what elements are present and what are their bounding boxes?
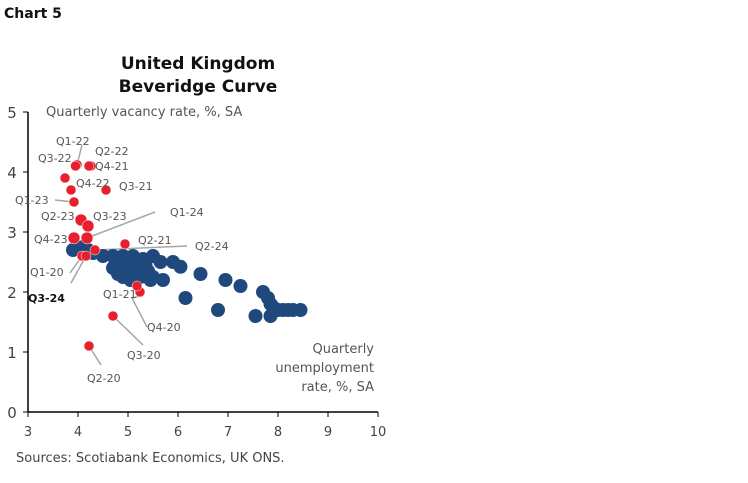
leader-line [86,211,156,239]
quarter-point-q1-23 [68,196,80,208]
history-point [153,255,168,269]
quarter-point-q2-20 [83,340,95,352]
quarter-point-q3-21 [100,184,112,196]
history-point [263,309,278,323]
y-tick-label: 1 [7,344,17,362]
x-tick-label: 4 [74,425,82,440]
label-q3-20: Q3-20 [127,349,161,362]
x-tick-label: 10 [370,425,387,440]
leader-line [112,315,144,346]
history-point [211,303,225,317]
label-q4-23: Q4-23 [34,233,68,246]
y-tick-label: 4 [7,164,17,182]
chart-title-line2: Beveridge Curve [119,77,278,97]
leader-line [94,245,188,251]
label-q1-21: Q1-21 [103,288,137,301]
history-point [233,279,248,293]
quarter-point-q3-24 [80,250,92,262]
label-q3-21: Q3-21 [119,180,153,193]
history-point [108,255,123,269]
history-point [293,303,308,317]
quarter-point-q1-21 [131,280,143,292]
history-point [248,309,263,323]
quarter-point-unlabeled [59,172,71,184]
x-tick-label: 7 [224,425,232,440]
label-q2-22: Q2-22 [95,145,129,158]
history-point [143,273,158,287]
y-tick-label: 3 [7,224,17,242]
x-tick-label: 9 [324,425,332,440]
history-point [178,291,193,305]
label-q2-20: Q2-20 [87,372,121,385]
history-point [173,259,188,274]
y-tick-label: 0 [7,404,17,422]
label-q1-22: Q1-22 [56,135,90,148]
x-axis-label-line1: Quarterly [312,342,374,357]
label-q1-20: Q1-20 [30,266,64,279]
quarter-point-q3-20 [107,310,119,322]
label-q3-24: Q3-24 [28,292,65,305]
quarter-point-q1-24 [80,231,94,245]
label-q4-21: Q4-21 [95,160,129,173]
label-q3-23: Q3-23 [93,210,127,223]
label-q4-20: Q4-20 [147,321,181,334]
label-q2-21: Q2-21 [138,234,172,247]
label-q4-22: Q4-22 [76,177,110,190]
sources-note: Sources: Scotiabank Economics, UK ONS. [16,451,285,466]
chart-number: Chart 5 [4,6,62,22]
y-axis-label: Quarterly vacancy rate, %, SA [46,105,242,120]
history-point [138,258,153,272]
quarter-point-q2-21 [119,238,131,250]
x-tick-label: 5 [124,425,132,440]
chart-title-line1: United Kingdom [121,54,275,74]
quarter-point-q4-22 [65,184,77,196]
x-axis-label-line3: rate, %, SA [301,380,374,395]
history-point [218,273,233,287]
leader-line [130,295,148,328]
history-point [193,267,208,281]
quarter-point-q4-23 [67,231,81,245]
y-tick-label: 5 [7,104,17,122]
label-q1-24: Q1-24 [170,206,204,219]
label-q2-23: Q2-23 [41,210,75,223]
x-tick-label: 6 [174,425,182,440]
x-tick-label: 3 [24,425,32,440]
quarter-point-q2-22 [83,160,95,172]
y-tick-label: 2 [7,284,17,302]
quarter-point-q3-22 [70,160,81,172]
label-q2-24: Q2-24 [195,240,229,253]
history-point [156,273,170,287]
x-tick-label: 8 [274,425,282,440]
x-axis-label-line2: unemployment [275,361,374,376]
quarter-point-q2-24 [89,244,101,256]
label-q1-23: Q1-23 [15,194,49,207]
label-q3-22: Q3-22 [38,152,72,165]
